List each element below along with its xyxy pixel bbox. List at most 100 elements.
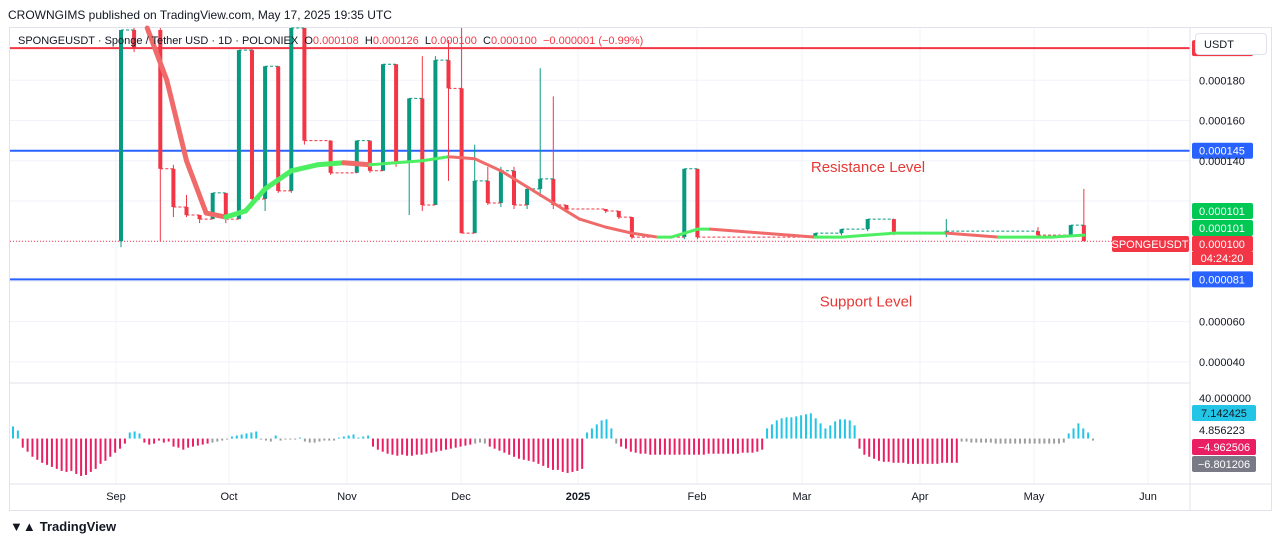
candle-body (433, 60, 438, 205)
histogram-bar (269, 438, 272, 442)
price-tick-label: 0.000140 (1199, 156, 1245, 168)
close-value: 0.000100 (490, 35, 537, 47)
histogram-bar (863, 438, 866, 455)
histogram-bar (1033, 438, 1036, 444)
histogram-bar (804, 414, 807, 439)
histogram-bar (916, 438, 919, 464)
histogram-bar (21, 438, 24, 448)
histogram-bar (732, 438, 734, 454)
histogram-bar (931, 438, 934, 464)
symbol-tag (1112, 236, 1189, 252)
candle-body (381, 64, 385, 171)
histogram-bar (50, 438, 53, 467)
histogram-bar (80, 438, 83, 476)
currency-selector[interactable]: USDT (1195, 33, 1267, 55)
histogram-bar (401, 438, 404, 455)
tradingview-brand[interactable]: ▼▲ TradingView (10, 519, 116, 534)
histogram-bar (824, 428, 827, 439)
ma-segment (669, 231, 686, 239)
histogram-bar (547, 438, 550, 468)
histogram-bar (114, 438, 117, 453)
close-label: C (483, 35, 491, 47)
histogram-bar (620, 438, 623, 447)
histogram-bar (688, 438, 691, 455)
histogram-bar (498, 438, 501, 451)
histogram-bar (980, 438, 983, 443)
ma-segment (735, 229, 765, 235)
moving-average-segments (144, 25, 1086, 239)
histogram-bar (226, 438, 229, 440)
candle-body (289, 28, 294, 191)
histogram-bar (449, 438, 452, 449)
histogram-bar (16, 430, 19, 439)
histogram-bar (848, 420, 851, 439)
ma-segment (578, 217, 608, 229)
histogram-bar (153, 438, 156, 444)
indicator-tag (1192, 439, 1256, 455)
histogram-bar (595, 424, 598, 439)
histogram-bar (444, 438, 447, 450)
histogram-bar (323, 438, 326, 441)
symbol-name: SPONGEUSDT · Sponge / Tether USD · 1D · … (18, 35, 299, 47)
histogram-bar (367, 435, 370, 439)
price-tag (1192, 236, 1253, 252)
open-value: 0.000108 (312, 35, 359, 47)
histogram-bar (294, 438, 297, 440)
histogram-bar (926, 438, 929, 464)
histogram-bar (795, 416, 798, 439)
candle-body (485, 180, 490, 203)
chart-frame (9, 27, 1272, 511)
histogram-bar (727, 438, 730, 454)
candle-body (472, 180, 477, 234)
histogram-bar (31, 438, 34, 457)
candle-body (302, 28, 307, 141)
candle-body (171, 168, 176, 208)
histogram-bar (702, 438, 705, 455)
histogram-bar (469, 438, 472, 445)
histogram-bar (279, 438, 282, 441)
candle-body (210, 192, 215, 220)
histogram-bar (46, 438, 49, 465)
candle-body (132, 30, 137, 49)
symbol-tag-label: SPONGEUSDT (1111, 239, 1188, 251)
histogram-bar (119, 438, 122, 449)
histogram-bar (921, 438, 924, 464)
histogram-bar (109, 438, 112, 457)
time-tick-label: Oct (220, 491, 237, 503)
histogram-bar (780, 418, 783, 439)
price-axis[interactable]: 0.000180 0.000160 0.000140 0.000060 0.000040 (1199, 75, 1245, 369)
histogram-bar (1009, 438, 1012, 444)
histogram-bar (785, 417, 788, 439)
histogram-bar (552, 438, 554, 470)
ma-segment (866, 231, 896, 237)
countdown-label: 04:24:20 (1201, 253, 1244, 265)
histogram-bar (819, 423, 822, 439)
histogram-bar (94, 438, 97, 469)
histogram-bar (868, 438, 871, 457)
histogram-bar (376, 438, 379, 450)
histogram-bar (1014, 438, 1017, 444)
time-axis[interactable]: Sep Oct Nov Dec 2025 Feb Mar Apr May Jun (106, 491, 1157, 503)
histogram-bar (89, 438, 92, 472)
histogram-bar (483, 438, 486, 444)
histogram-bar (722, 438, 725, 454)
histogram-bar (532, 438, 535, 462)
ma-segment (394, 159, 424, 165)
change-value: −0.000001 (−0.99%) (542, 35, 644, 47)
candle-body (223, 192, 228, 220)
histogram-bar (746, 438, 749, 453)
histogram-bar (240, 434, 243, 439)
candle-body (551, 178, 556, 205)
candle-body (629, 217, 634, 238)
histogram-bar (741, 438, 744, 453)
indicator-tick-label: 40.000000 (1199, 393, 1251, 405)
histogram-bar (970, 438, 973, 443)
price-tick-label: 0.000060 (1199, 317, 1245, 329)
histogram-bar (1004, 438, 1007, 444)
candle-body (276, 66, 281, 191)
histogram-bar (984, 438, 987, 443)
time-tick-label: Mar (793, 491, 812, 503)
histogram-bar (960, 438, 963, 442)
